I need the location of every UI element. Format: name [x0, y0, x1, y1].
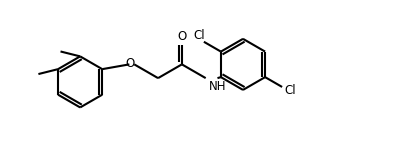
- Text: O: O: [177, 30, 186, 43]
- Text: NH: NH: [209, 80, 226, 93]
- Text: O: O: [126, 57, 135, 70]
- Text: Cl: Cl: [193, 29, 205, 42]
- Text: Cl: Cl: [284, 84, 296, 97]
